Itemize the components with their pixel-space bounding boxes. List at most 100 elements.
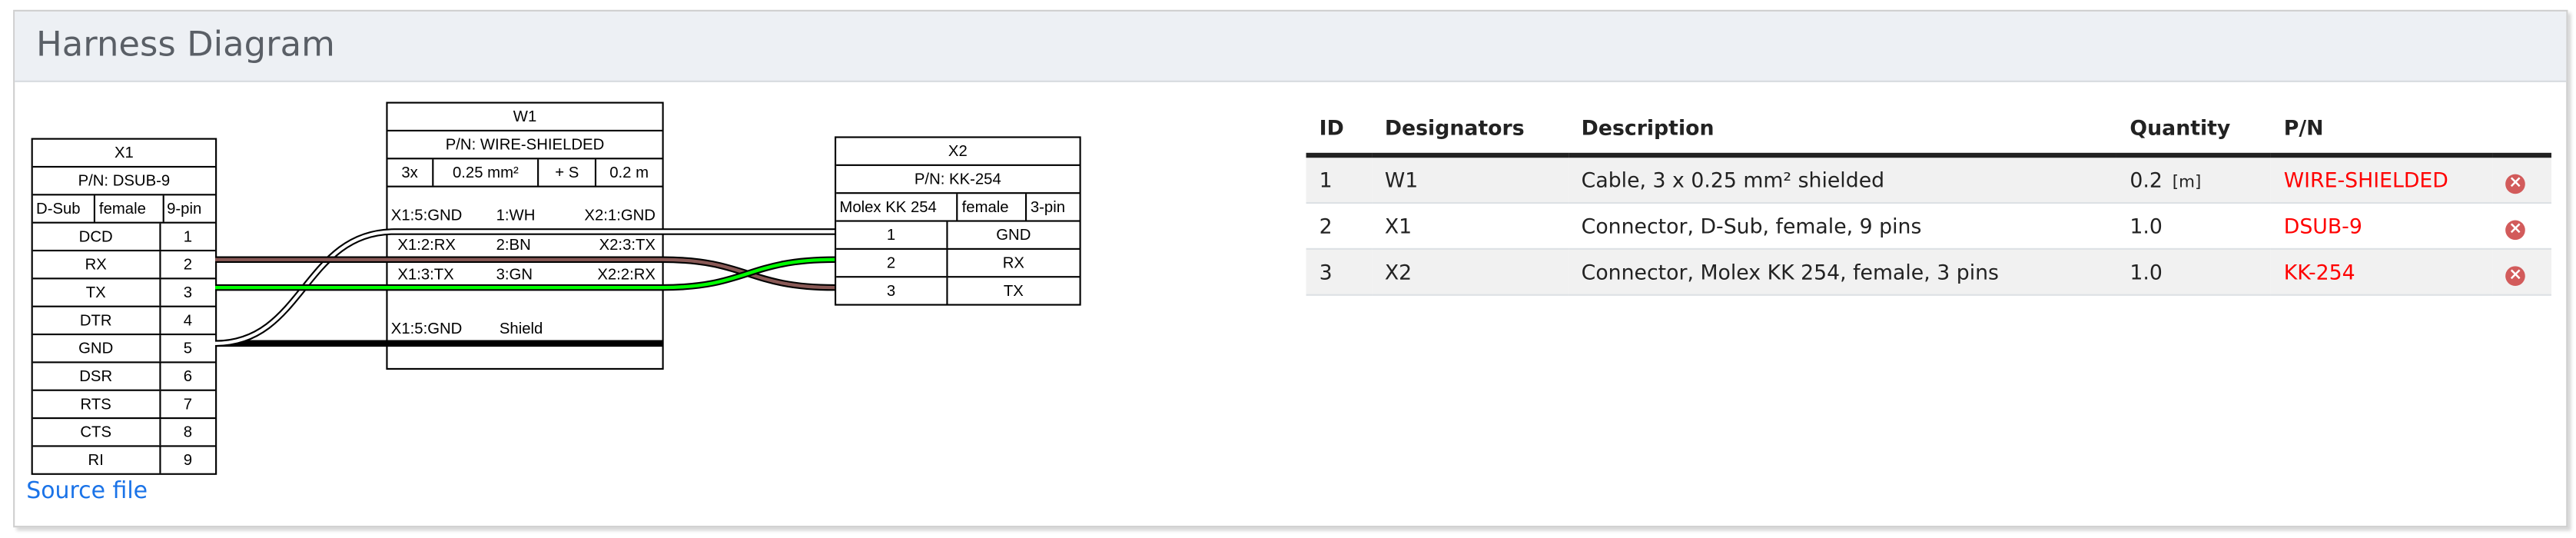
pin-number: 3 xyxy=(886,281,896,301)
pin-label: GND xyxy=(78,339,114,357)
bom-designators: W1 xyxy=(1371,155,1569,204)
wire-to: X2:1:GND xyxy=(584,207,656,225)
pin-label: DSR xyxy=(79,367,113,386)
bom-actions: × xyxy=(2492,248,2552,296)
source-file-link[interactable]: Source file xyxy=(26,478,148,505)
remove-circle-icon[interactable]: × xyxy=(2505,173,2526,194)
box-row: 2 RX xyxy=(836,247,1080,277)
bom-designators: X2 xyxy=(1371,248,1569,296)
bom-id: 1 xyxy=(1306,155,1372,204)
bom-quantity: 0.2 xyxy=(2130,168,2163,193)
pin-label: RTS xyxy=(80,395,111,413)
shield-label: Shield xyxy=(499,320,543,339)
connector-name: X2 xyxy=(948,141,968,161)
wire-from: X1:3:TX xyxy=(397,266,454,284)
column-header-pn: P/N xyxy=(2270,101,2493,158)
pin-label: CTS xyxy=(80,423,112,441)
column-header-designators: Designators xyxy=(1371,101,1569,158)
bom-row: 3 X2 Connector, Molex KK 254, female, 3 pi… xyxy=(1306,248,2552,296)
bom-pn-cell: WIRE-SHIELDED xyxy=(2270,155,2493,204)
cable-pn: P/N: WIRE-SHIELDED xyxy=(445,135,605,154)
column-header-actions xyxy=(2492,101,2552,158)
box-row: X2 xyxy=(836,138,1079,164)
bom-id: 2 xyxy=(1306,203,1372,250)
box-row: P/N: DSUB-9 xyxy=(32,165,216,194)
pin-number: 2 xyxy=(158,251,215,278)
connector-pn: P/N: KK-254 xyxy=(914,170,1001,188)
connector-x1: X1 P/N: DSUB-9 D-Sub female 9-pin DCD 1 RX 2 TX 3 D… xyxy=(31,138,217,475)
bom-header-row: ID Designators Description Quantity P/N xyxy=(1306,101,2552,158)
column-header-quantity: Quantity xyxy=(2116,101,2271,158)
box-row: RTS 7 xyxy=(32,389,216,418)
bom-id: 3 xyxy=(1306,248,1372,296)
box-row: 3 TX xyxy=(836,276,1080,304)
bom-description: Connector, D-Sub, female, 9 pins xyxy=(1568,203,2117,250)
pin-label: RX xyxy=(945,249,1080,277)
pin-number: 6 xyxy=(158,363,215,390)
pin-number: 8 xyxy=(158,419,215,446)
bom-pn-cell: DSUB-9 xyxy=(2270,203,2493,250)
box-row: P/N: KK-254 xyxy=(836,164,1080,192)
cell: 3x xyxy=(401,163,418,182)
pin-number: 3 xyxy=(158,279,215,306)
pin-number: 9 xyxy=(158,447,215,473)
cell: 0.2 m xyxy=(594,159,662,186)
connector-pn: P/N: DSUB-9 xyxy=(78,171,171,190)
pin-label: DCD xyxy=(78,227,113,246)
column-header-description: Description xyxy=(1568,101,2117,158)
wire-id: 3:GN xyxy=(496,266,533,284)
wire-id: 1:WH xyxy=(496,207,536,225)
cell: Molex KK 254 xyxy=(839,198,937,217)
wire-id: 2:BN xyxy=(496,236,531,255)
pin-number: 2 xyxy=(886,254,896,272)
bom-quantity-cell: 1.0 xyxy=(2116,203,2271,250)
box-row: CTS 8 xyxy=(32,417,216,446)
bom-row: 1 W1 Cable, 3 x 0.25 mm² shielded 0.2 [m] WIR… xyxy=(1306,155,2552,204)
wire-from: X1:5:GND xyxy=(390,207,463,225)
bom-pn-link[interactable]: DSUB-9 xyxy=(2283,213,2362,238)
bom-quantity: 1.0 xyxy=(2130,213,2163,238)
pin-number: 7 xyxy=(158,390,215,418)
connector-x2: X2 P/N: KK-254 Molex KK 254 female 3-pin 1 GND… xyxy=(835,136,1081,306)
cell: D-Sub xyxy=(36,199,81,218)
cell: 3-pin xyxy=(1025,194,1079,221)
cell: + S xyxy=(537,159,595,186)
pin-number: 1 xyxy=(886,225,896,244)
box-row: X1 xyxy=(33,140,215,166)
shield-from: X1:5:GND xyxy=(390,320,463,339)
cell: 9-pin xyxy=(161,195,215,222)
cell: 0.25 mm² xyxy=(431,159,538,186)
box-row: TX 3 xyxy=(32,277,216,306)
bom-description: Connector, Molex KK 254, female, 3 pins xyxy=(1568,248,2117,296)
box-row: P/N: WIRE-SHIELDED xyxy=(387,129,662,158)
wire-to: X2:2:RX xyxy=(597,266,656,284)
bom-description: Cable, 3 x 0.25 mm² shielded xyxy=(1568,155,2117,204)
cell: female xyxy=(94,195,162,222)
remove-circle-icon[interactable]: × xyxy=(2505,265,2526,285)
bom-quantity-cell: 0.2 [m] xyxy=(2116,155,2271,204)
remove-circle-icon[interactable]: × xyxy=(2505,219,2526,240)
bom-pn-link[interactable]: KK-254 xyxy=(2283,259,2355,284)
pin-number: 5 xyxy=(158,335,215,362)
wire-to: X2:3:TX xyxy=(599,236,656,255)
connector-name: X1 xyxy=(114,144,134,162)
box-row: D-Sub female 9-pin xyxy=(32,194,216,222)
box-row: W1 xyxy=(388,104,662,130)
box-row: GND 5 xyxy=(32,333,216,362)
box-row: 3x 0.25 mm² + S 0.2 m xyxy=(387,158,662,186)
bom-unit: [m] xyxy=(2172,174,2202,193)
cable-name: W1 xyxy=(513,108,537,126)
box-row: RX 2 xyxy=(32,249,216,278)
bom-quantity: 1.0 xyxy=(2130,259,2163,284)
pin-label: RI xyxy=(88,450,104,470)
cell: female xyxy=(957,194,1025,221)
pin-label: RX xyxy=(85,255,107,274)
bom-quantity-cell: 1.0 xyxy=(2116,248,2271,296)
column-header-id: ID xyxy=(1306,101,1372,158)
bom-actions: × xyxy=(2492,155,2552,204)
pin-number: 1 xyxy=(158,223,215,250)
bom-actions: × xyxy=(2492,203,2552,250)
bom-pn-link[interactable]: WIRE-SHIELDED xyxy=(2283,168,2448,193)
bom-row: 2 X1 Connector, D-Sub, female, 9 pins 1.0 DS… xyxy=(1306,203,2552,250)
cable-wires-area xyxy=(387,185,662,368)
